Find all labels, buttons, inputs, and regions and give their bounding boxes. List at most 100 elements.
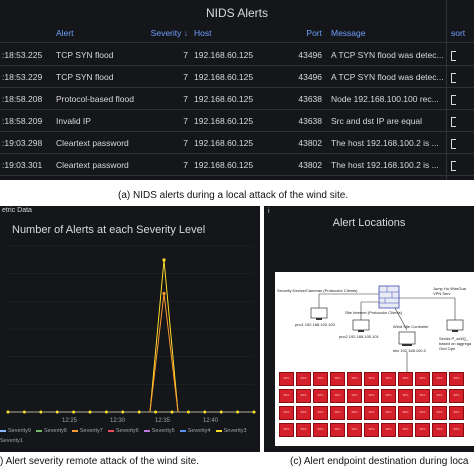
wtg-cell: WTG <box>398 389 413 403</box>
legend-entry-severity8[interactable]: Severity8 <box>35 428 67 434</box>
table-row[interactable]: :18:58.208 Protocol-based flood 7 192.168.6… <box>0 88 474 110</box>
wtg-cell: WTG <box>364 423 379 437</box>
computer-icon <box>310 307 328 319</box>
wtg-cell: WTG <box>347 372 362 386</box>
table-cell: 43802 <box>298 160 322 170</box>
wtg-cell: WTG <box>449 372 464 386</box>
wtg-cell: WTG <box>330 423 345 437</box>
firewall-icon <box>378 285 400 309</box>
site-internet-label: Site Internet (Protocolor Clients) <box>345 310 402 315</box>
column-divider <box>446 0 447 180</box>
table-cell: 192.168.60.125 <box>194 72 254 82</box>
data-point <box>88 410 92 414</box>
data-point <box>137 410 141 414</box>
table-row[interactable]: :19:03.298 Cleartext password 7 192.168.60.… <box>0 132 474 154</box>
table-row[interactable]: :18:58.209 Invalid IP 7 192.168.60.125 43638… <box>0 110 474 132</box>
column-header-severity[interactable]: Severity ↓ <box>150 28 188 38</box>
legend-swatch <box>71 429 78 432</box>
wtg-cell: WTG <box>296 406 311 420</box>
wtg-cell: WTG <box>398 423 413 437</box>
sort-cell <box>451 50 471 61</box>
data-point <box>187 410 190 414</box>
wtg-cell: WTG <box>347 406 362 420</box>
controller-ip-label: ekc 192.168.100.2 <box>393 348 426 353</box>
nids-alerts-panel: NIDS Alerts Alert Severity ↓ Host Port M… <box>0 0 474 180</box>
metric-data-panel: etric Data Number of Alerts at each Seve… <box>0 206 260 452</box>
wtg-cell: WTG <box>296 389 311 403</box>
table-cell: :19:03.301 <box>2 160 43 170</box>
sort-marker-icon <box>451 116 456 127</box>
x-tick-label: 12:40 <box>203 418 219 424</box>
wtg-cell: WTG <box>330 372 345 386</box>
alert-locations-panel: i Alert Locations <box>264 206 474 452</box>
panel-header: etric Data <box>2 207 32 214</box>
table-cell: :18:58.209 <box>2 116 43 126</box>
wtg-cell: WTG <box>415 406 430 420</box>
chart-title: Number of Alerts at each Severity Level <box>12 224 206 236</box>
column-header-sort[interactable]: sort <box>451 28 466 38</box>
sort-marker-icon <box>451 50 456 61</box>
wtg-cell: WTG <box>347 389 362 403</box>
network-diagram: Security Device/Cameras (Protocolor Clie… <box>275 272 474 446</box>
wtg-cell: WTG <box>415 372 430 386</box>
column-header-alert[interactable]: Alert <box>56 28 74 38</box>
sends-label: Sends P_set/Q_ based on aggrega Grid Ope <box>439 336 472 351</box>
wtg-cell: WTG <box>279 372 294 386</box>
wtg-cell: WTG <box>313 372 328 386</box>
sort-marker-icon <box>451 160 456 171</box>
sort-cell <box>451 72 471 83</box>
data-point <box>105 410 108 414</box>
info-icon[interactable]: i <box>268 208 270 215</box>
column-header-message[interactable]: Message <box>331 28 366 38</box>
data-point <box>170 410 174 414</box>
controller-label: Wind Site Controller <box>393 324 429 329</box>
legend-label: Severity9 <box>8 428 31 434</box>
legend-entry-severity7[interactable]: Severity7 <box>71 428 103 434</box>
table-row[interactable]: :18:53.225 TCP SYN flood 7 192.168.60.125 43… <box>0 44 474 66</box>
wtg-cell: WTG <box>364 406 379 420</box>
legend-entry-severity6[interactable]: Severity6 <box>107 428 139 434</box>
data-point <box>121 410 125 414</box>
wtg-cell: WTG <box>313 389 328 403</box>
legend-swatch <box>107 429 114 432</box>
table-cell: TCP SYN flood <box>56 72 114 82</box>
wtg-cell: WTG <box>364 389 379 403</box>
table-cell: :18:53.229 <box>2 72 43 82</box>
table-cell: 43638 <box>298 94 322 104</box>
x-tick-label: 12:30 <box>110 418 126 424</box>
data-point <box>252 410 256 414</box>
column-header-port[interactable]: Port <box>306 28 322 38</box>
column-header-host[interactable]: Host <box>194 28 212 38</box>
table-cell: 7 <box>183 50 188 60</box>
sort-cell <box>451 138 471 149</box>
wtg-cell: WTG <box>296 423 311 437</box>
legend-entry-severity4[interactable]: Severity4 <box>179 428 211 434</box>
wtg-cell: WTG <box>381 389 396 403</box>
legend-entry-severity1[interactable]: Severity1 <box>0 438 23 444</box>
table-cell: TCP SYN flood <box>56 50 114 60</box>
legend-entry-severity9[interactable]: Severity9 <box>0 428 31 434</box>
wtg-cell: WTG <box>381 406 396 420</box>
legend-label: Severity4 <box>187 428 211 434</box>
legend-label: Severity7 <box>79 428 103 434</box>
data-point <box>55 410 59 414</box>
legend-entry-severity5[interactable]: Severity5 <box>143 428 175 434</box>
table-cell: Invalid IP <box>56 116 91 126</box>
wtg-cell: WTG <box>415 423 430 437</box>
data-point <box>39 410 43 414</box>
caption-a: (a) NIDS alerts during a local attack of… <box>118 190 349 201</box>
table-cell: 192.168.60.125 <box>194 116 254 126</box>
table-row[interactable]: :19:03.301 Cleartext password 7 192.168.60.… <box>0 154 474 176</box>
legend-swatch <box>35 429 42 432</box>
table-row[interactable]: :18:53.229 TCP SYN flood 7 192.168.60.125 43… <box>0 66 474 88</box>
wtg-cell: WTG <box>432 406 447 420</box>
legend-entry-severity3[interactable]: Severity3 <box>215 428 247 434</box>
wtg-cell: WTG <box>279 406 294 420</box>
table-cell: :18:58.208 <box>2 94 43 104</box>
security-label: Security Device/Cameras (Protocolor Clie… <box>277 288 358 293</box>
table-cell: Node 192.168.100.100 rec... <box>331 94 439 104</box>
panel-title: NIDS Alerts <box>205 6 268 20</box>
panel-title: Alert Locations <box>332 217 406 229</box>
table-cell: Protocol-based flood <box>56 94 134 104</box>
legend-label: Severity8 <box>43 428 67 434</box>
